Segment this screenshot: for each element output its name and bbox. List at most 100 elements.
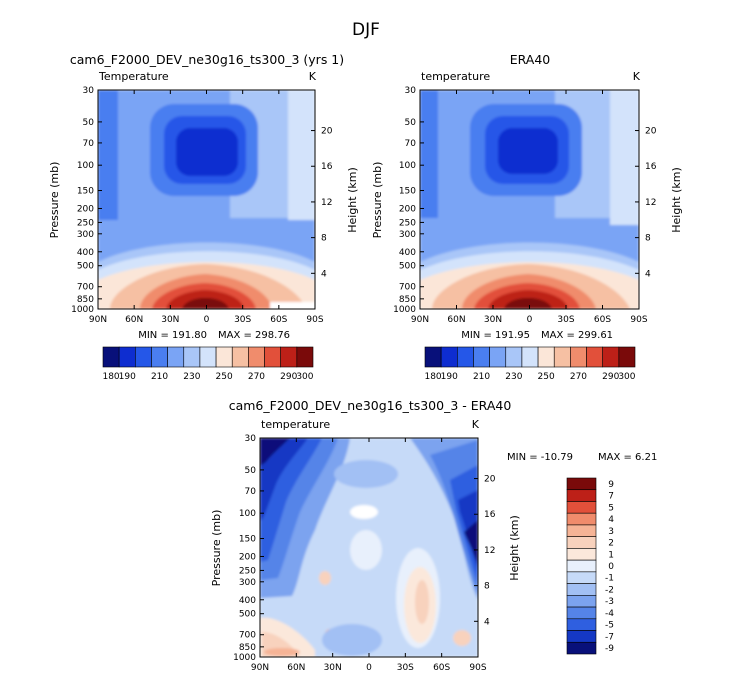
- colorbar-swatch: [457, 346, 474, 368]
- colorbar-swatch: [566, 559, 597, 573]
- x-tick-label: 90S: [306, 315, 323, 325]
- x-tick-label: 30N: [161, 315, 179, 325]
- x-tick-label: 30S: [397, 663, 414, 673]
- colorbar-swatch: [167, 346, 185, 368]
- x-tick-label: 90N: [89, 315, 107, 325]
- panel-3-variable-label: temperature: [261, 418, 330, 431]
- pressure-tick-label: 200: [239, 552, 256, 562]
- colorbar-swatch: [505, 346, 523, 368]
- panel-1-units-label: K: [309, 70, 317, 83]
- colorbar-label: 9: [608, 480, 614, 490]
- panel-3-pressure-axis-label: Pressure (mb): [210, 510, 223, 587]
- colorbar-label: 2: [608, 539, 614, 549]
- colorbar-swatch: [618, 346, 636, 368]
- pressure-tick-label: 50: [83, 118, 95, 128]
- pressure-tick-label: 70: [245, 487, 257, 497]
- colorbar-label: 180: [424, 372, 441, 382]
- colorbar-label: 270: [248, 372, 265, 382]
- pressure-tick-label: 400: [399, 248, 416, 258]
- panel-2-pressure-axis-label: Pressure (mb): [371, 162, 384, 239]
- page-title: DJF: [352, 20, 380, 40]
- x-tick-label: 60S: [433, 663, 450, 673]
- panel-1-variable-label: Temperature: [98, 70, 169, 83]
- x-tick-label: 30N: [484, 315, 502, 325]
- x-tick-label: 90N: [411, 315, 429, 325]
- colorbar-swatch: [248, 346, 265, 368]
- pressure-tick-label: 1000: [233, 653, 256, 663]
- pressure-tick-label: 700: [399, 283, 416, 293]
- colorbar-swatch: [553, 346, 571, 368]
- panel-2-height-axis-label: Height (km): [670, 167, 683, 233]
- colorbar-swatch: [215, 346, 233, 368]
- colorbar-label: 250: [538, 372, 555, 382]
- pressure-tick-label: 250: [399, 218, 416, 228]
- colorbar-label: 290: [602, 372, 619, 382]
- x-tick-label: 60S: [270, 315, 287, 325]
- colorbar-swatch: [151, 346, 168, 368]
- x-tick-label: 0: [527, 315, 533, 325]
- panel-1-height-axis-label: Height (km): [346, 167, 359, 233]
- panel-3-units-label: K: [472, 418, 480, 431]
- colorbar-label: 230: [183, 372, 200, 382]
- colorbar-swatch: [570, 346, 587, 368]
- colorbar-label: -9: [605, 644, 614, 654]
- colorbar-label: 190: [119, 372, 136, 382]
- panel-1-axes: 90N 60N 30N 0 30S 60S 90S 30 50 70 100 150 200 250 300…: [71, 86, 333, 325]
- pressure-tick-label: 1000: [393, 305, 416, 315]
- colorbar-swatch: [566, 618, 597, 631]
- pressure-tick-label: 500: [77, 262, 94, 272]
- x-tick-label: 30S: [557, 315, 574, 325]
- colorbar-swatch: [118, 346, 136, 368]
- pressure-tick-label: 30: [83, 86, 95, 96]
- colorbar-swatch: [566, 536, 597, 549]
- pressure-tick-label: 30: [405, 86, 417, 96]
- panel-era40-temperature: ERA40 temperature K Pres: [371, 52, 683, 382]
- x-tick-label: 90S: [630, 315, 647, 325]
- colorbar-label: 4: [608, 515, 614, 525]
- panel-3-difference-field: [260, 438, 478, 657]
- pressure-tick-label: 70: [83, 139, 95, 149]
- colorbar-label: 1: [608, 550, 614, 560]
- pressure-tick-label: 300: [77, 230, 94, 240]
- height-tick-label: 8: [484, 582, 490, 592]
- panel-1-temperature-field: [98, 90, 315, 309]
- height-tick-label: 20: [484, 475, 496, 485]
- colorbar-swatch: [280, 346, 298, 368]
- colorbar-swatch: [566, 641, 597, 655]
- colorbar-swatch: [566, 477, 597, 491]
- panel-2-units-label: K: [633, 70, 641, 83]
- colorbar-swatch: [537, 346, 555, 368]
- height-tick-label: 12: [484, 546, 495, 556]
- pressure-tick-label: 400: [77, 248, 94, 258]
- pressure-tick-label: 500: [399, 262, 416, 272]
- panel-3-max-label: MAX = 6.21: [598, 452, 657, 463]
- height-tick-label: 16: [321, 162, 333, 172]
- colorbar-label: -7: [605, 632, 614, 642]
- height-tick-label: 16: [645, 162, 657, 172]
- colorbar-swatch: [231, 346, 249, 368]
- height-tick-label: 12: [321, 198, 332, 208]
- panel-3-height-axis-label: Height (km): [508, 515, 521, 581]
- height-tick-label: 4: [645, 269, 651, 279]
- colorbar-swatch: [566, 524, 597, 537]
- pressure-tick-label: 1000: [71, 305, 94, 315]
- colorbar-label: -1: [605, 574, 614, 584]
- x-tick-label: 0: [204, 315, 210, 325]
- colorbar-swatch: [566, 512, 597, 526]
- height-tick-label: 20: [321, 127, 333, 137]
- colorbar-label: 300: [618, 372, 635, 382]
- colorbar-label: 3: [608, 527, 614, 537]
- colorbar-swatch: [440, 346, 458, 368]
- colorbar-swatch: [296, 346, 314, 368]
- height-tick-label: 16: [484, 510, 496, 520]
- panel-2-temperature-field: [420, 90, 639, 309]
- pressure-tick-label: 850: [239, 643, 256, 653]
- colorbar-swatch: [566, 630, 597, 643]
- colorbar-swatch: [566, 571, 597, 584]
- height-tick-label: 8: [645, 234, 651, 244]
- x-tick-label: 0: [366, 663, 372, 673]
- x-tick-label: 60N: [125, 315, 143, 325]
- panel-2-max-label: MAX = 299.61: [541, 330, 613, 341]
- height-tick-label: 12: [645, 198, 656, 208]
